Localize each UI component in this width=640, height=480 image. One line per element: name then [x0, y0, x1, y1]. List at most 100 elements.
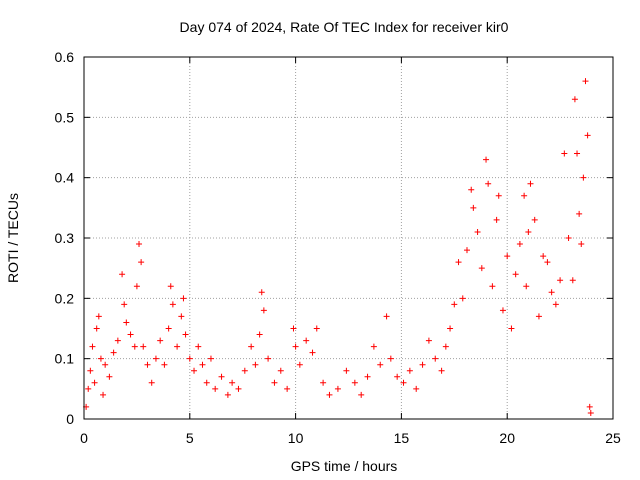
data-point [578, 241, 585, 248]
data-point [131, 343, 138, 350]
data-points [83, 78, 594, 416]
data-point [133, 283, 140, 290]
data-point [394, 373, 401, 380]
data-point [203, 379, 210, 386]
data-point [296, 361, 303, 368]
data-point [459, 295, 466, 302]
x-tick-label: 10 [288, 430, 304, 446]
data-point [442, 343, 449, 350]
data-point [102, 361, 109, 368]
data-point [119, 271, 126, 278]
data-point [106, 373, 113, 380]
data-point [93, 325, 100, 332]
data-point [140, 343, 147, 350]
data-point [438, 367, 445, 374]
data-point [557, 277, 564, 284]
data-point [326, 391, 333, 398]
data-point [508, 325, 515, 332]
data-point [167, 283, 174, 290]
data-point [248, 343, 255, 350]
data-point [212, 385, 219, 392]
data-point [252, 361, 259, 368]
data-point [174, 343, 181, 350]
data-point [169, 301, 176, 308]
data-point [525, 228, 532, 235]
data-point [447, 325, 454, 332]
data-point [180, 295, 187, 302]
data-point [91, 379, 98, 386]
data-point [358, 391, 365, 398]
x-tick-label: 15 [394, 430, 410, 446]
data-point [114, 337, 121, 344]
data-point [89, 343, 96, 350]
data-point [95, 313, 102, 320]
data-point [370, 343, 377, 350]
data-point [320, 379, 327, 386]
data-point [290, 325, 297, 332]
data-point [165, 325, 172, 332]
data-point [485, 180, 492, 187]
x-axis-label: GPS time / hours [291, 458, 398, 474]
data-point [569, 277, 576, 284]
data-point [148, 379, 155, 386]
data-point [121, 301, 128, 308]
data-point [413, 385, 420, 392]
data-point [284, 385, 291, 392]
data-point [235, 385, 242, 392]
data-point [548, 289, 555, 296]
data-point [586, 403, 593, 410]
data-point [343, 367, 350, 374]
data-point [468, 186, 475, 193]
y-axis-label: ROTI / TECUs [5, 193, 21, 283]
data-point [495, 192, 502, 199]
data-point [224, 391, 231, 398]
data-point [218, 373, 225, 380]
grid-lines [84, 57, 613, 419]
data-point [400, 379, 407, 386]
data-point [489, 283, 496, 290]
data-point [100, 391, 107, 398]
data-point [523, 283, 530, 290]
data-point [463, 247, 470, 254]
data-point [191, 367, 198, 374]
data-point [576, 210, 583, 217]
data-point [377, 361, 384, 368]
data-point [455, 259, 462, 266]
data-point [540, 253, 547, 260]
data-point [571, 96, 578, 103]
data-point [504, 253, 511, 260]
data-point [474, 228, 481, 235]
x-axis-ticks: 0 5 10 15 20 25 [80, 57, 621, 446]
data-point [199, 361, 206, 368]
x-tick-label: 20 [499, 430, 515, 446]
data-point [138, 259, 145, 266]
data-point [110, 349, 117, 356]
data-point [303, 337, 310, 344]
data-point [152, 355, 159, 362]
data-point [478, 265, 485, 272]
data-point [527, 180, 534, 187]
y-tick-label: 0.6 [55, 49, 75, 65]
data-point [277, 367, 284, 374]
data-point [587, 409, 594, 416]
data-point [512, 271, 519, 278]
data-point [157, 337, 164, 344]
data-point [351, 379, 358, 386]
data-point [256, 331, 263, 338]
x-tick-label: 5 [186, 430, 194, 446]
y-tick-label: 0.4 [55, 170, 75, 186]
data-point [493, 216, 500, 223]
data-point [241, 367, 248, 374]
data-point [207, 355, 214, 362]
data-point [580, 174, 587, 181]
data-point [406, 367, 413, 374]
data-point [334, 385, 341, 392]
data-point [161, 361, 168, 368]
y-tick-label: 0.3 [55, 230, 75, 246]
data-point [432, 355, 439, 362]
data-point [531, 216, 538, 223]
data-point [186, 355, 193, 362]
data-point [544, 259, 551, 266]
data-point [87, 367, 94, 374]
data-point [292, 343, 299, 350]
